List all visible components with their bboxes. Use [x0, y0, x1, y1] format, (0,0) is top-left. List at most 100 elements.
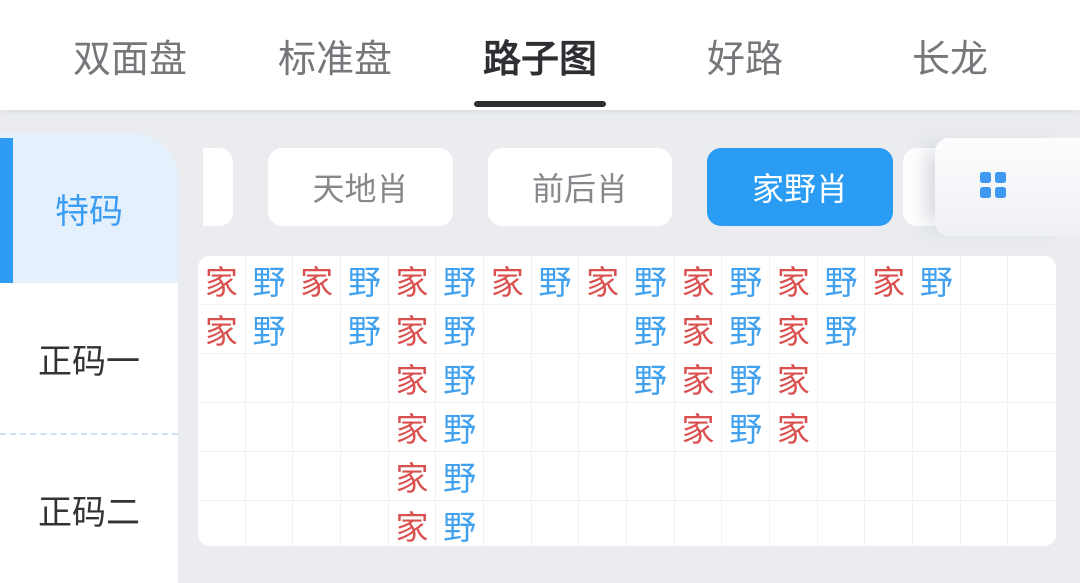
road-map-cell	[245, 354, 294, 403]
road-map-cell	[198, 403, 246, 452]
road-map-cell: 野	[722, 354, 770, 403]
road-map-cell	[245, 403, 294, 452]
road-map-cell	[531, 305, 580, 354]
tab-biaozhunpan[interactable]: 标准盘	[233, 0, 438, 110]
road-map-cell: 野	[436, 403, 484, 452]
road-map-cell	[245, 452, 294, 501]
sidebar-item-tema[interactable]: 特码	[0, 133, 178, 283]
road-map-cell: 野	[341, 305, 389, 354]
road-map-cell	[293, 354, 341, 403]
road-map-cell	[484, 501, 532, 546]
road-map-cell: 野	[436, 452, 484, 501]
filter-button-qianhouxiao[interactable]: 前后肖	[488, 148, 672, 226]
road-map-cell	[484, 452, 532, 501]
road-map-cell	[579, 403, 627, 452]
road-map-cell	[913, 452, 961, 501]
tab-label: 路子图	[482, 38, 597, 81]
road-map-cell: 野	[341, 256, 389, 305]
road-map-cell: 家	[198, 256, 246, 305]
road-map-cell	[770, 452, 818, 501]
tab-shuangmianpan[interactable]: 双面盘	[28, 0, 233, 110]
road-map-cell: 家	[579, 256, 627, 305]
tab-label: 好路	[706, 38, 783, 81]
road-map-cell	[865, 305, 913, 354]
road-map-cell	[531, 403, 580, 452]
road-map-cell: 家	[770, 354, 818, 403]
road-map-cell	[913, 354, 961, 403]
road-map-cell	[865, 403, 913, 452]
road-map-cell: 野	[245, 305, 294, 354]
filter-button-label: 家野肖	[751, 171, 848, 207]
sidebar-item-label: 正码一	[38, 342, 140, 381]
road-map-cell	[627, 501, 675, 546]
road-map-cell	[675, 501, 723, 546]
road-map-cell	[865, 354, 913, 403]
road-map-cell: 家	[388, 452, 437, 501]
filter-button-tiandixiao[interactable]: 天地肖	[268, 148, 453, 226]
road-map-cell	[293, 305, 341, 354]
road-map-cell	[960, 354, 1009, 403]
road-map-cell	[961, 501, 1009, 546]
road-map-cell	[627, 452, 675, 501]
road-map-cell	[865, 452, 913, 501]
road-map-cell	[341, 403, 389, 452]
road-map-cell: 家	[770, 305, 818, 354]
road-map-cell: 家	[388, 354, 437, 403]
road-map-cell	[1008, 354, 1056, 403]
road-map-cell	[293, 501, 341, 546]
top-tab-bar: 双面盘 标准盘 路子图 好路 长龙	[0, 0, 1080, 110]
road-map-cell: 野	[722, 305, 770, 354]
road-map-cell	[913, 305, 961, 354]
road-map-cell	[1008, 403, 1056, 452]
road-map-cell: 家	[674, 403, 723, 452]
road-map-cell	[198, 354, 246, 403]
road-map-cell: 家	[865, 256, 913, 305]
road-map-cell: 家	[293, 256, 341, 305]
road-map-cell	[531, 354, 580, 403]
road-map-cell	[674, 452, 723, 501]
road-map-cell	[817, 354, 866, 403]
road-map-cell: 家	[674, 305, 723, 354]
sidebar-item-label: 正码二	[38, 493, 140, 532]
road-map-cell: 家	[388, 256, 437, 305]
road-map-cell: 野	[436, 256, 484, 305]
road-map-cell	[627, 403, 675, 452]
road-map-cell: 野	[436, 501, 484, 546]
road-map-cell	[722, 452, 770, 501]
road-map-cell	[341, 501, 389, 546]
sidebar-item-zhengma-2[interactable]: 正码二	[0, 433, 178, 583]
filter-button-jiayexiao[interactable]: 家野肖	[707, 148, 893, 226]
tab-haolu[interactable]: 好路	[643, 0, 848, 110]
sidebar-item-label: 特码	[55, 192, 123, 231]
road-map-cell	[913, 501, 961, 546]
road-map-cell: 家	[770, 403, 818, 452]
road-map-cell: 家	[674, 354, 723, 403]
active-indicator-bar	[0, 138, 13, 283]
road-map-cell	[1008, 501, 1056, 546]
road-map-cell	[246, 501, 294, 546]
road-map-cell	[579, 305, 627, 354]
road-map-cell	[532, 501, 580, 546]
road-map-cell	[579, 452, 627, 501]
tab-changlong[interactable]: 长龙	[848, 0, 1053, 110]
road-map-cell: 野	[722, 256, 770, 305]
filter-button-partial-left[interactable]	[203, 148, 233, 226]
road-map-cell	[960, 452, 1009, 501]
road-map-cell	[770, 501, 818, 546]
road-map-cell: 家	[388, 305, 437, 354]
road-map-cell	[198, 501, 246, 546]
tab-luzitu[interactable]: 路子图	[438, 0, 643, 110]
tab-label: 标准盘	[277, 38, 392, 81]
sidebar-item-zhengma-1[interactable]: 正码一	[0, 283, 178, 433]
grid-view-panel[interactable]	[935, 138, 1080, 236]
road-map-cell	[865, 501, 913, 546]
road-map-cell	[293, 452, 341, 501]
road-map-cell: 野	[436, 354, 484, 403]
road-map-cell: 野	[436, 305, 484, 354]
filter-button-label: 前后肖	[531, 171, 628, 207]
grid-2x2-icon	[980, 172, 1010, 202]
road-map-cell: 野	[627, 256, 675, 305]
road-map-cell	[818, 501, 866, 546]
filter-button-label: 天地肖	[312, 171, 409, 207]
road-map-cell: 野	[627, 305, 675, 354]
